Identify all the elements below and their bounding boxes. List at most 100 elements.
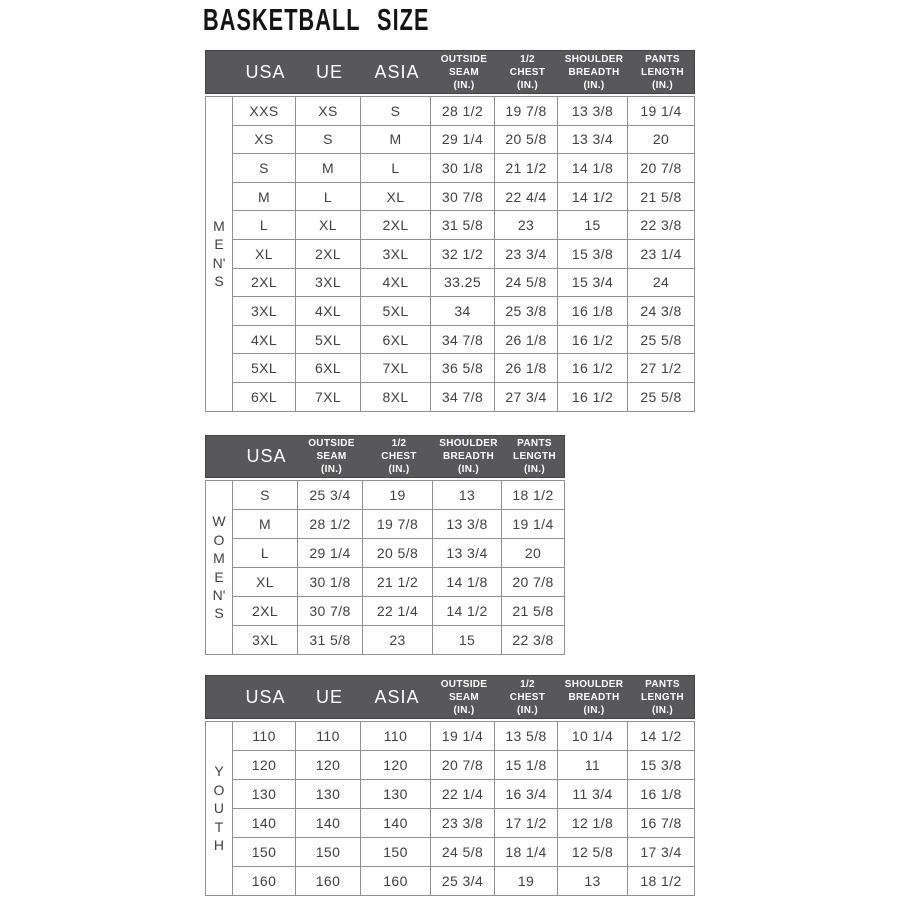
column-header: PANTS LENGTH (IN.) (513, 438, 556, 475)
size-cell: 21 1/2 (363, 568, 433, 597)
womens-group-label: W O M E N' S (212, 513, 226, 622)
mens-table-header: USA UE ASIA OUTSIDE SEAM (IN.) 1/2 CHEST (IN… (205, 50, 695, 94)
size-cell: 19 7/8 (363, 510, 433, 539)
page-title: BASKETBALL SIZE (203, 2, 430, 37)
size-cell: 17 1/2 (495, 809, 558, 838)
size-cell: 21 5/8 (502, 597, 565, 626)
size-cell: 20 5/8 (495, 125, 558, 155)
size-cell: 34 7/8 (431, 382, 495, 412)
size-cell: 18 1/2 (628, 867, 695, 896)
mens-group-label: M E N' S (212, 217, 226, 290)
size-cell: 150 (361, 838, 431, 867)
size-cell: 18 1/4 (495, 838, 558, 867)
size-cell: 12 1/8 (558, 809, 628, 838)
size-cell: 24 3/8 (628, 297, 695, 326)
size-cell: 2XL (296, 239, 361, 269)
size-cell: XL (233, 568, 298, 597)
size-cell: 15 (558, 211, 628, 240)
size-cell: L (296, 182, 361, 212)
size-cell: 2XL (233, 268, 296, 298)
size-cell: 16 1/2 (558, 325, 628, 355)
size-cell: 34 7/8 (431, 325, 495, 355)
womens-table-body: S 25 3/4 19 13 18 1/2 M 28 1/2 19 7/8 13 3/8 19 1… (233, 480, 565, 655)
size-cell: 3XL (296, 268, 361, 298)
youth-group-label: Y O U T H (213, 763, 225, 854)
size-cell: 33.25 (431, 268, 495, 298)
size-cell: 19 7/8 (495, 97, 558, 126)
size-cell: 11 3/4 (558, 780, 628, 809)
size-cell: 29 1/4 (298, 539, 363, 568)
size-cell: XS (233, 125, 296, 155)
size-cell: 120 (361, 751, 431, 780)
size-cell: 7XL (296, 382, 361, 412)
size-cell: 130 (296, 780, 361, 809)
size-cell: 20 7/8 (502, 568, 565, 597)
size-cell: 21 5/8 (628, 182, 695, 212)
size-cell: 140 (296, 809, 361, 838)
size-cell: 2XL (233, 597, 298, 626)
size-cell: 16 1/2 (558, 354, 628, 383)
size-cell: 140 (233, 809, 296, 838)
size-cell: 29 1/4 (431, 125, 495, 155)
size-cell: 20 5/8 (363, 539, 433, 568)
youth-table-header: USA UE ASIA OUTSIDE SEAM (IN.) 1/2 CHEST (IN… (205, 675, 695, 719)
size-cell: 25 5/8 (628, 382, 695, 412)
size-cell: 2XL (361, 211, 431, 240)
size-cell: 30 7/8 (431, 182, 495, 212)
column-header: UE (315, 61, 343, 82)
size-cell: 130 (233, 780, 296, 809)
column-header: OUTSIDE SEAM (IN.) (440, 678, 488, 716)
size-cell: S (233, 154, 296, 183)
size-cell: XL (361, 182, 431, 212)
mens-size-table: USA UE ASIA OUTSIDE SEAM (IN.) 1/2 CHEST (IN… (205, 50, 695, 412)
column-header: 1/2 CHEST (IN.) (509, 53, 546, 91)
size-cell: 31 5/8 (298, 626, 363, 655)
size-cell: 23 3/4 (495, 239, 558, 269)
size-cell: 6XL (361, 325, 431, 355)
size-cell: 25 5/8 (628, 325, 695, 355)
size-cell: 4XL (361, 268, 431, 298)
size-cell: 13 (433, 481, 502, 510)
column-header: USA (245, 686, 286, 707)
size-cell: 24 5/8 (431, 838, 495, 867)
youth-table-body-wrap: Y O U T H 110 110 110 19 1/4 13 5/8 10 1/4 14 … (205, 721, 695, 896)
size-cell: 3XL (361, 239, 431, 269)
size-cell: 16 7/8 (628, 809, 695, 838)
size-cell: 31 5/8 (431, 211, 495, 240)
size-cell: 16 1/2 (558, 382, 628, 412)
size-cell: 22 4/4 (495, 182, 558, 212)
youth-size-table: USA UE ASIA OUTSIDE SEAM (IN.) 1/2 CHEST (IN… (205, 675, 695, 896)
column-header: PANTS LENGTH (IN.) (641, 53, 684, 91)
size-cell: 17 3/4 (628, 838, 695, 867)
womens-size-table: USA OUTSIDE SEAM (IN.) 1/2 CHEST (IN.) SHOU… (205, 435, 565, 655)
size-cell: 19 1/4 (431, 722, 495, 751)
size-cell: 11 (558, 751, 628, 780)
size-cell: 13 3/8 (433, 510, 502, 539)
column-header: SHOULDER BREADTH (IN.) (439, 438, 498, 475)
size-cell: 4XL (296, 297, 361, 326)
column-header: SHOULDER BREADTH (IN.) (564, 53, 624, 91)
size-cell: 14 1/8 (433, 568, 502, 597)
size-cell: S (296, 125, 361, 155)
size-cell: 4XL (233, 325, 296, 355)
size-cell: M (233, 510, 298, 539)
size-cell: 22 1/4 (431, 780, 495, 809)
size-cell: 5XL (296, 325, 361, 355)
size-cell: 32 1/2 (431, 239, 495, 269)
size-cell: 19 1/4 (628, 97, 695, 126)
column-header: ASIA (374, 686, 420, 707)
size-cell: 22 1/4 (363, 597, 433, 626)
size-cell: 3XL (233, 626, 298, 655)
size-cell: 23 1/4 (628, 239, 695, 269)
size-cell: 140 (361, 809, 431, 838)
size-cell: 16 1/8 (628, 780, 695, 809)
size-cell: 160 (296, 867, 361, 896)
size-cell: 13 3/8 (558, 97, 628, 126)
column-header: SHOULDER BREADTH (IN.) (564, 678, 624, 716)
size-cell: 30 1/8 (431, 154, 495, 183)
womens-table-body-wrap: W O M E N' S S 25 3/4 19 13 18 1/2 M 28 1/2 19 … (205, 480, 565, 655)
size-cell: 10 1/4 (558, 722, 628, 751)
youth-table-body: 110 110 110 19 1/4 13 5/8 10 1/4 14 1/2 120 120 1… (233, 721, 695, 896)
size-cell: 14 1/8 (558, 154, 628, 183)
size-cell: S (233, 481, 298, 510)
